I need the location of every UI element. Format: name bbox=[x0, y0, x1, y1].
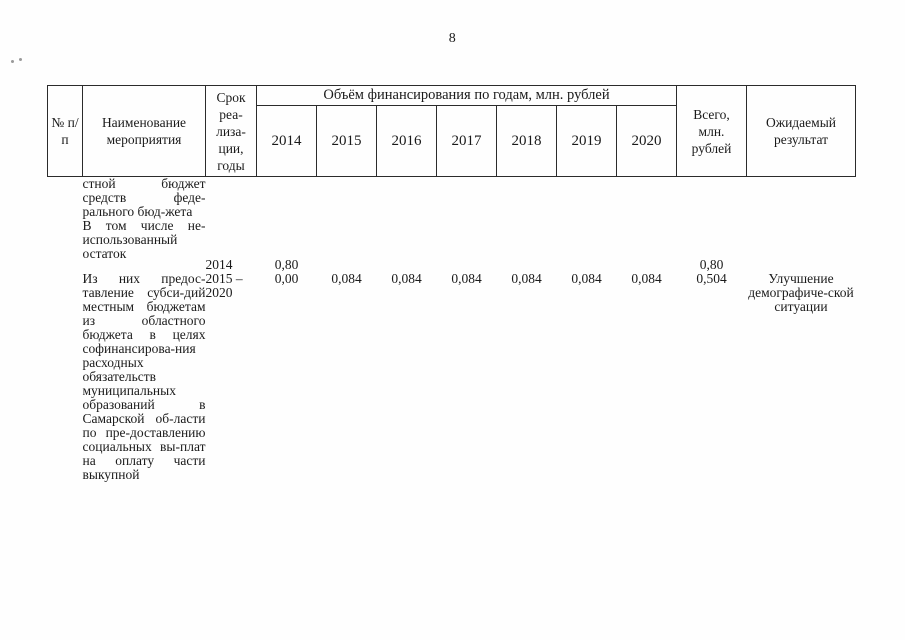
table-row: Из них предос-тавление субси-дий местным… bbox=[48, 272, 856, 482]
row-value-2020 bbox=[617, 219, 677, 272]
row-total-cell bbox=[677, 177, 747, 220]
row-num-cell bbox=[48, 219, 83, 272]
header-row-top: № п/п Наименование мероприятия Срок реа-… bbox=[47, 85, 856, 177]
row-value-2017: 0,084 bbox=[451, 271, 482, 286]
row-value-2017 bbox=[437, 177, 497, 220]
row-value-2015 bbox=[317, 177, 377, 220]
row-value-2014 bbox=[257, 177, 317, 220]
row-value-2019: 0,084 bbox=[571, 271, 602, 286]
col-header-year-2017: 2017 bbox=[436, 105, 497, 177]
col-header-year-2020: 2020 bbox=[616, 105, 677, 177]
col-header-name: Наименование мероприятия bbox=[82, 85, 206, 177]
row-value-2016: 0,084 bbox=[391, 271, 422, 286]
row-value-2014: 0,80 bbox=[274, 257, 299, 272]
col-header-year-2018: 2018 bbox=[496, 105, 557, 177]
row-total-cell: 0,504 bbox=[696, 271, 727, 286]
row-result-cell bbox=[747, 177, 856, 220]
row-name-cell: В том числе не-использованный остаток bbox=[82, 218, 206, 261]
row-value-2019 bbox=[557, 219, 617, 272]
row-value-2019 bbox=[557, 177, 617, 220]
financing-table: № п/п Наименование мероприятия Срок реа-… bbox=[47, 85, 856, 482]
row-term-cell: 2014 bbox=[205, 257, 233, 272]
row-num-cell bbox=[48, 272, 83, 482]
table-body: стной бюджет средств феде-рального бюд-ж… bbox=[48, 177, 856, 483]
row-value-2016 bbox=[377, 177, 437, 220]
row-value-2018 bbox=[497, 219, 557, 272]
row-value-2014: 0,00 bbox=[274, 271, 299, 286]
row-value-2015 bbox=[317, 219, 377, 272]
col-header-result: Ожидаемый результат bbox=[746, 85, 856, 177]
page-number: 8 bbox=[448, 31, 457, 46]
table-header: № п/п Наименование мероприятия Срок реа-… bbox=[47, 85, 856, 177]
table-row: В том числе не-использованный остаток 20… bbox=[48, 219, 856, 272]
scan-artifact-dot bbox=[19, 58, 22, 61]
row-name-cell: Из них предос-тавление субси-дий местным… bbox=[82, 271, 206, 482]
col-header-year-2015: 2015 bbox=[316, 105, 377, 177]
col-header-year-2014: 2014 bbox=[256, 105, 317, 177]
scan-artifact-dot bbox=[11, 60, 14, 63]
row-result-cell: Улучшение демографиче-ской ситуации bbox=[748, 271, 854, 314]
row-term-cell bbox=[206, 177, 257, 220]
row-value-2016 bbox=[377, 219, 437, 272]
col-header-total: Всего, млн. рублей bbox=[676, 85, 747, 177]
col-header-term: Срок реа-лиза-ции, годы bbox=[205, 85, 257, 177]
col-header-year-2019: 2019 bbox=[556, 105, 617, 177]
col-header-year-2016: 2016 bbox=[376, 105, 437, 177]
col-header-num: № п/п bbox=[47, 85, 83, 177]
row-num-cell bbox=[48, 177, 83, 220]
header-row-years: 2014 2015 2016 2017 2018 2019 2020 bbox=[48, 105, 856, 177]
row-value-2018: 0,084 bbox=[511, 271, 542, 286]
row-value-2020: 0,084 bbox=[631, 271, 662, 286]
row-value-2015: 0,084 bbox=[331, 271, 362, 286]
row-value-2018 bbox=[497, 177, 557, 220]
row-total-cell: 0,80 bbox=[699, 257, 724, 272]
row-name-cell: стной бюджет средств феде-рального бюд-ж… bbox=[82, 176, 206, 219]
row-result-cell bbox=[747, 219, 856, 272]
row-value-2017 bbox=[437, 219, 497, 272]
table-row: стной бюджет средств феде-рального бюд-ж… bbox=[48, 177, 856, 220]
row-value-2020 bbox=[617, 177, 677, 220]
row-term-cell: 2015 – 2020 bbox=[205, 271, 243, 300]
col-header-funding-group: Объём финансирования по годам, млн. рубл… bbox=[256, 85, 677, 106]
